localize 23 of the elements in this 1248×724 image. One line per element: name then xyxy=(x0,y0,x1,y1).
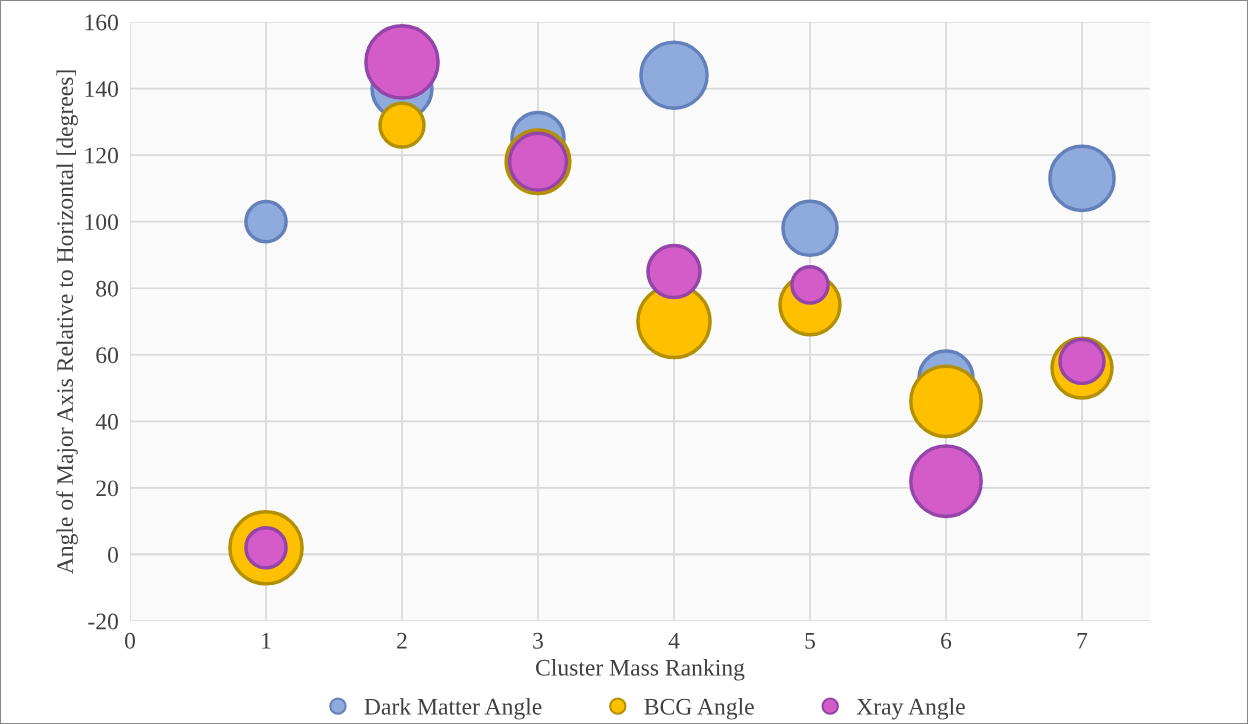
x-tick-label: 1 xyxy=(262,632,271,649)
y-tick-label: 160 xyxy=(85,14,118,31)
x-tick-label: 0 xyxy=(125,632,135,649)
x-tick-label: 7 xyxy=(1077,633,1088,649)
legend-label: Dark Matter Angle xyxy=(364,698,542,720)
x-tick-label: 2 xyxy=(397,632,407,649)
y-tick-label: 20 xyxy=(96,480,118,497)
legend-label: BCG Angle xyxy=(644,698,754,720)
x-tick-label: 3 xyxy=(533,632,543,649)
y-tick-label: 120 xyxy=(85,147,118,164)
y-tick-label: 40 xyxy=(95,413,118,430)
x-axis-title: Cluster Mass Ranking xyxy=(536,659,745,681)
y-tick-label: 140 xyxy=(85,81,118,97)
y-tick-label: 60 xyxy=(96,347,118,364)
x-tick-label: 5 xyxy=(805,633,815,649)
y-tick-label: 100 xyxy=(85,214,118,231)
x-tick-label: 6 xyxy=(941,632,952,649)
x-tick-label: 4 xyxy=(668,632,680,649)
y-tick-label: 0 xyxy=(107,546,118,563)
y-tick-label: -20 xyxy=(88,613,118,630)
y-tick-label: 80 xyxy=(96,280,118,297)
y-axis-title: Angle of Major Axis Relative to Horizontal [degrees] xyxy=(56,70,78,575)
legend-label: Xray Angle xyxy=(856,698,965,720)
